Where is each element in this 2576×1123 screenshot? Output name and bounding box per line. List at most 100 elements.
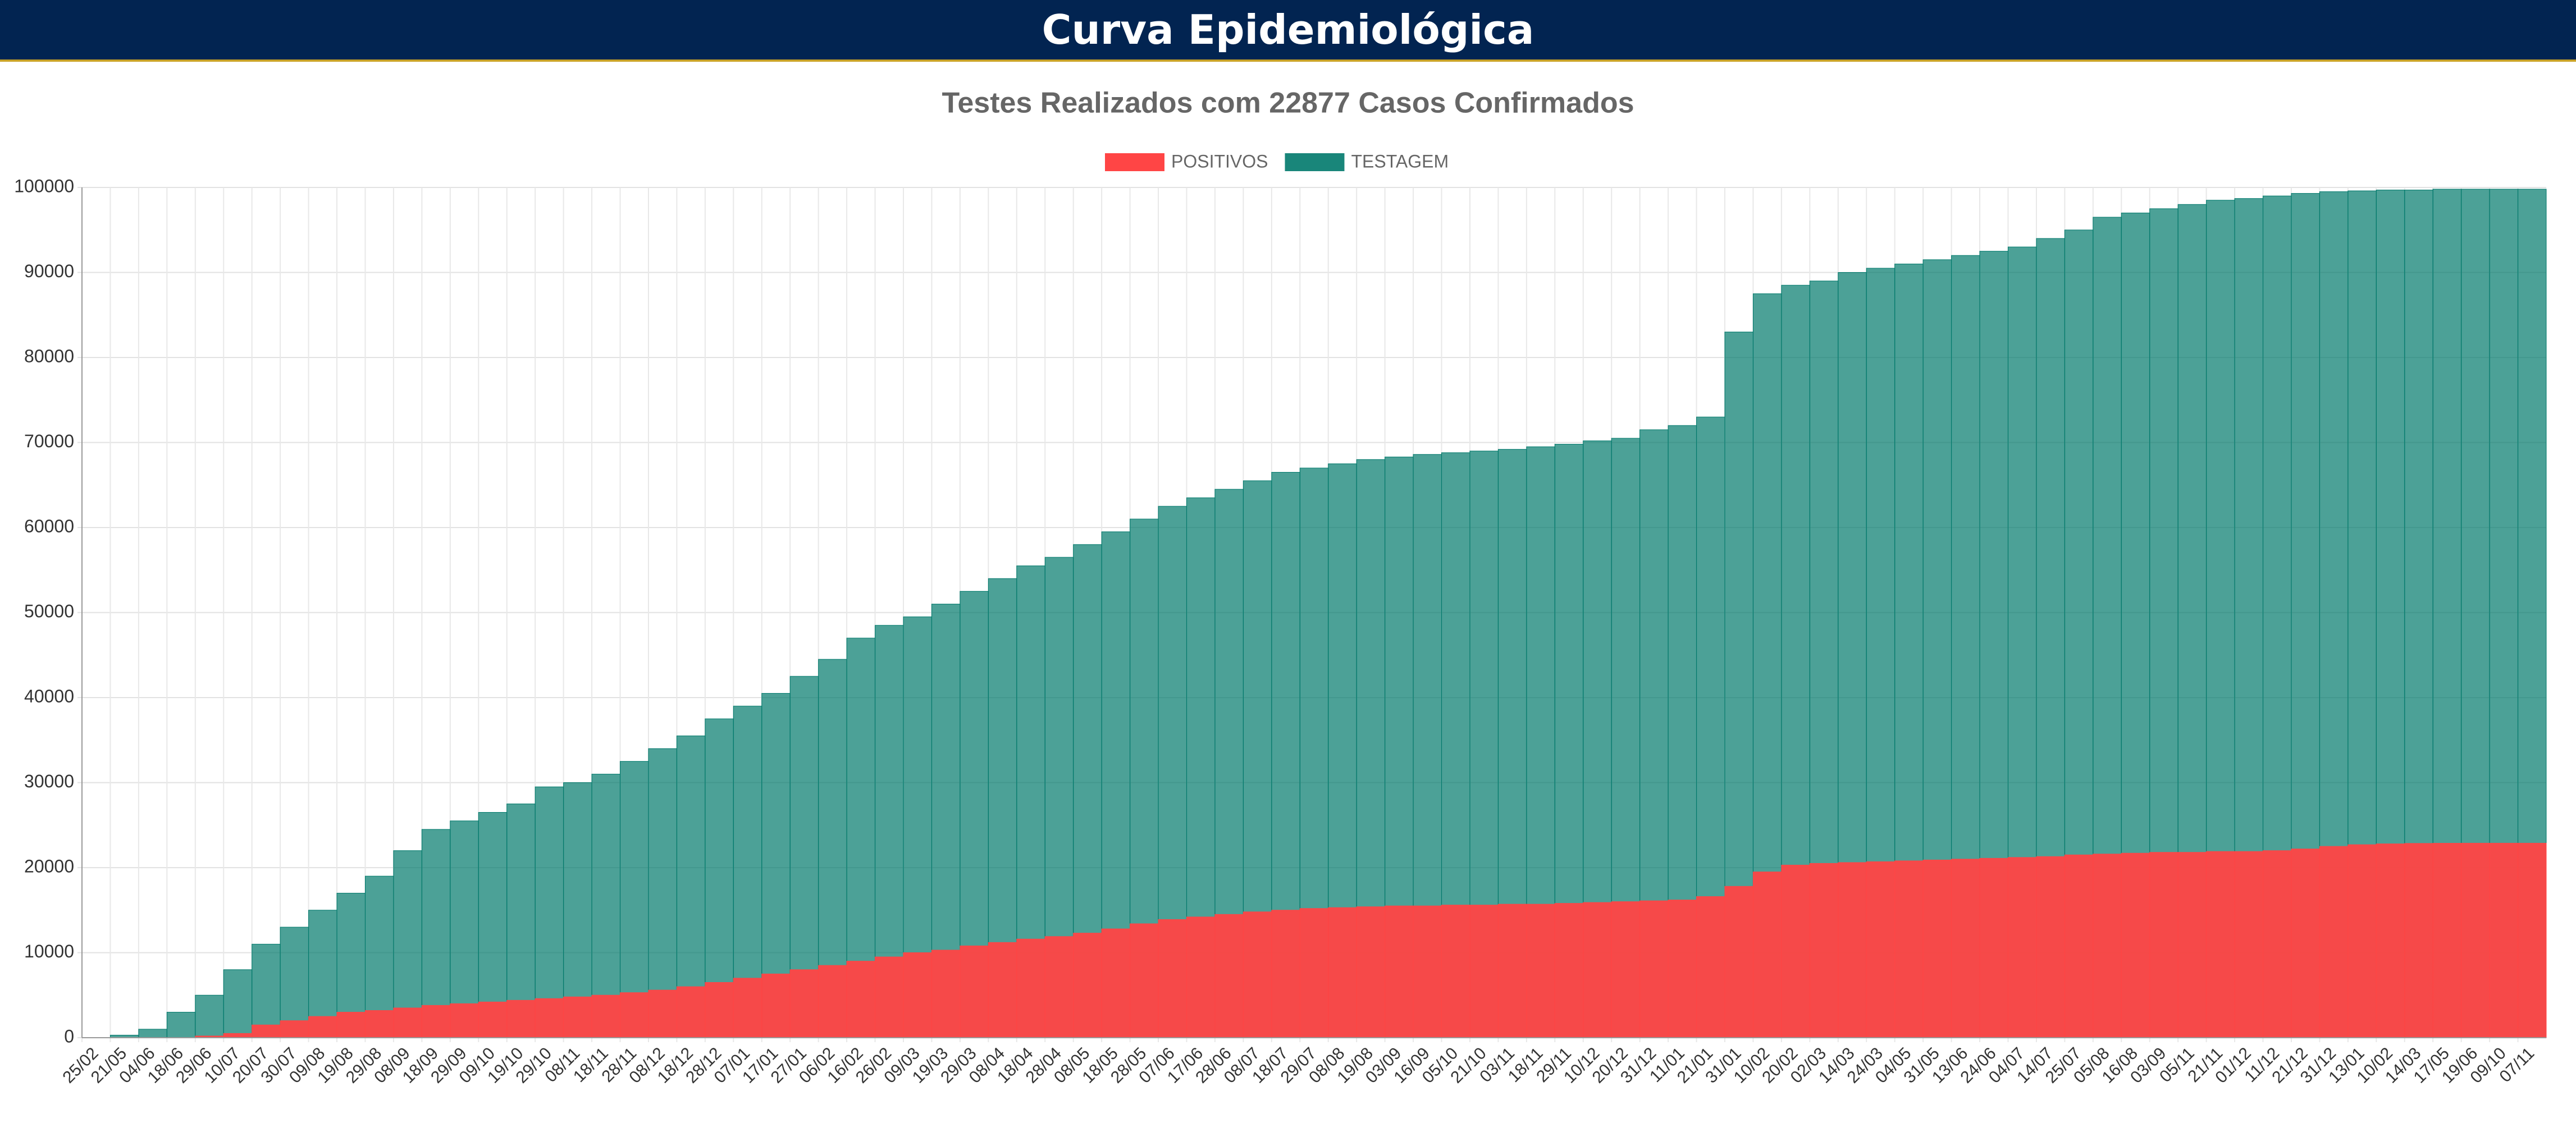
bar (2177, 852, 2207, 1038)
bar (1441, 905, 1470, 1038)
bar (2206, 851, 2235, 1038)
bar (818, 965, 847, 1038)
bar (2093, 854, 2122, 1038)
y-tick-label: 40000 (24, 686, 74, 706)
bar (960, 945, 989, 1038)
bar (1299, 908, 1329, 1038)
legend-label: TESTAGEM (1351, 151, 1449, 171)
bar (789, 969, 819, 1038)
bar (421, 829, 451, 1038)
bar (2432, 843, 2462, 1038)
bar (2064, 854, 2094, 1038)
bar (1554, 903, 1584, 1038)
bar (2404, 843, 2433, 1038)
y-tick-label: 50000 (24, 601, 74, 621)
bar (2007, 857, 2037, 1038)
y-tick-label: 80000 (24, 346, 74, 366)
bar (1639, 900, 1669, 1038)
bar (280, 927, 309, 1038)
y-tick-label: 60000 (24, 516, 74, 536)
bar (364, 1010, 394, 1038)
bar (535, 786, 564, 1038)
bar (1016, 938, 1045, 1038)
bar (1044, 936, 1074, 1038)
bar (2149, 852, 2178, 1038)
bar (506, 1000, 536, 1038)
legend-swatch (1285, 153, 1345, 171)
bar (761, 973, 791, 1038)
bar (478, 1001, 508, 1038)
bar (223, 969, 253, 1038)
y-tick-label: 100000 (14, 176, 74, 196)
y-tick-label: 10000 (24, 941, 74, 961)
bar (1809, 863, 1839, 1038)
bar (591, 994, 621, 1038)
bar (2489, 842, 2519, 1038)
bar (1469, 905, 1499, 1038)
bar (1611, 901, 1641, 1038)
bar (1214, 914, 1244, 1038)
bar (1668, 900, 1697, 1038)
bar (705, 982, 734, 1038)
y-tick-label: 30000 (24, 771, 74, 791)
bar (1951, 859, 1980, 1038)
header: Curva Epidemiológica (0, 0, 2576, 62)
bar (931, 950, 961, 1038)
bar (648, 748, 677, 1038)
bar (252, 1024, 281, 1038)
y-tick-label: 70000 (24, 431, 74, 451)
bar (308, 1016, 337, 1038)
bar (1979, 858, 2008, 1038)
bar (421, 1005, 451, 1038)
bar (166, 1012, 196, 1038)
bar (1243, 911, 1272, 1038)
bar (138, 1029, 167, 1038)
bar (252, 943, 281, 1038)
bar (280, 1020, 309, 1038)
bar (988, 942, 1017, 1038)
bar (1356, 906, 1386, 1038)
y-tick-label: 0 (64, 1026, 74, 1046)
bar (535, 998, 564, 1038)
bar (2461, 842, 2490, 1038)
y-tick-label: 20000 (24, 856, 74, 876)
bar (1781, 864, 1810, 1038)
bar (1752, 872, 1782, 1038)
legend-label: POSITIVOS (1171, 151, 1268, 171)
bar (1922, 859, 1952, 1038)
bar (1385, 905, 1414, 1038)
bar (1696, 896, 1725, 1038)
bar (903, 952, 932, 1038)
chart-title: Testes Realizados com 22877 Casos Confir… (942, 87, 1634, 120)
bar (1130, 923, 1159, 1038)
bar (1328, 907, 1357, 1038)
bar (1186, 916, 1216, 1038)
bar (620, 992, 649, 1038)
chart: Testes Realizados com 22877 Casos Confir… (14, 87, 2547, 1087)
bar (1158, 919, 1187, 1038)
page-title: Curva Epidemiológica (1042, 6, 1534, 53)
bar (1413, 905, 1442, 1038)
bar (563, 782, 592, 1038)
bar (1073, 933, 1102, 1038)
legend-swatch (1105, 153, 1164, 171)
bar (195, 994, 224, 1038)
bar (223, 1033, 253, 1038)
bar (2376, 844, 2405, 1038)
bar (676, 986, 706, 1038)
bar (1271, 910, 1300, 1038)
bar (336, 1012, 366, 1038)
bar (2518, 842, 2547, 1038)
bar (1497, 904, 1527, 1038)
bar (2121, 852, 2150, 1038)
bar (2263, 850, 2292, 1038)
bar (2234, 851, 2264, 1038)
bar (875, 956, 904, 1038)
bar (1838, 862, 1867, 1038)
bar (563, 996, 592, 1038)
bar (1583, 902, 1612, 1038)
bar (648, 989, 677, 1038)
bar (2291, 849, 2320, 1038)
bar (591, 773, 621, 1038)
